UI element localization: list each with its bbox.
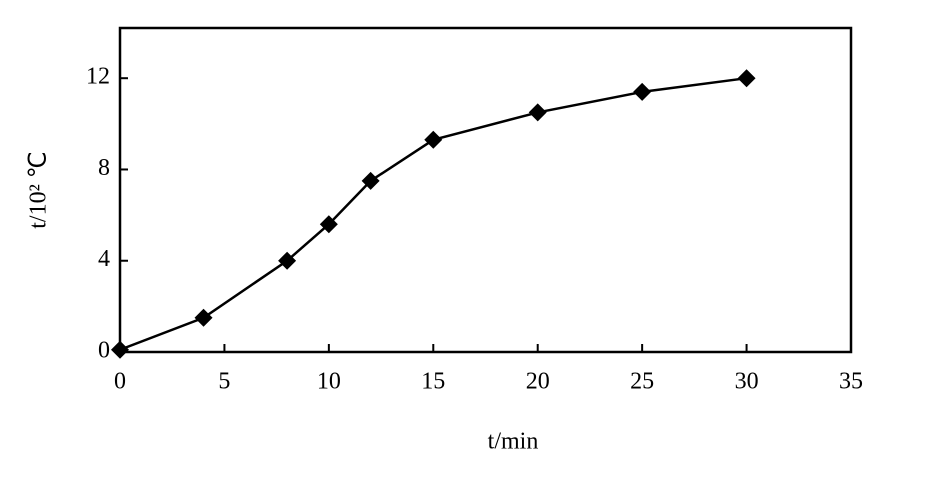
- marker: [633, 82, 652, 101]
- line: [119, 76, 747, 351]
- marker: [319, 215, 338, 234]
- x-tick-label: 20: [526, 369, 550, 395]
- x-tick-label: 5: [218, 369, 230, 395]
- y-tick-label: 8: [98, 155, 110, 181]
- y-tick-label: 0: [98, 338, 110, 364]
- marker: [278, 251, 297, 270]
- y-axis-label: t/10² ℃: [26, 151, 52, 228]
- x-tick-label: 10: [317, 369, 341, 395]
- x-tick-label: 0: [114, 369, 126, 395]
- y-tick-label: 12: [86, 64, 110, 90]
- x-tick-label: 30: [735, 369, 759, 395]
- marker: [737, 69, 756, 88]
- marker: [528, 103, 547, 122]
- marker: [111, 340, 129, 359]
- marker: [424, 130, 443, 149]
- marker: [194, 308, 213, 327]
- y-tick-label: 4: [98, 246, 110, 272]
- x-axis-label: t/min: [488, 429, 539, 455]
- x-tick-label: 15: [421, 369, 445, 395]
- x-tick-label: 35: [839, 369, 863, 395]
- marker: [361, 171, 380, 190]
- plot-frame: [118, 26, 853, 354]
- x-tick-label: 25: [630, 369, 654, 395]
